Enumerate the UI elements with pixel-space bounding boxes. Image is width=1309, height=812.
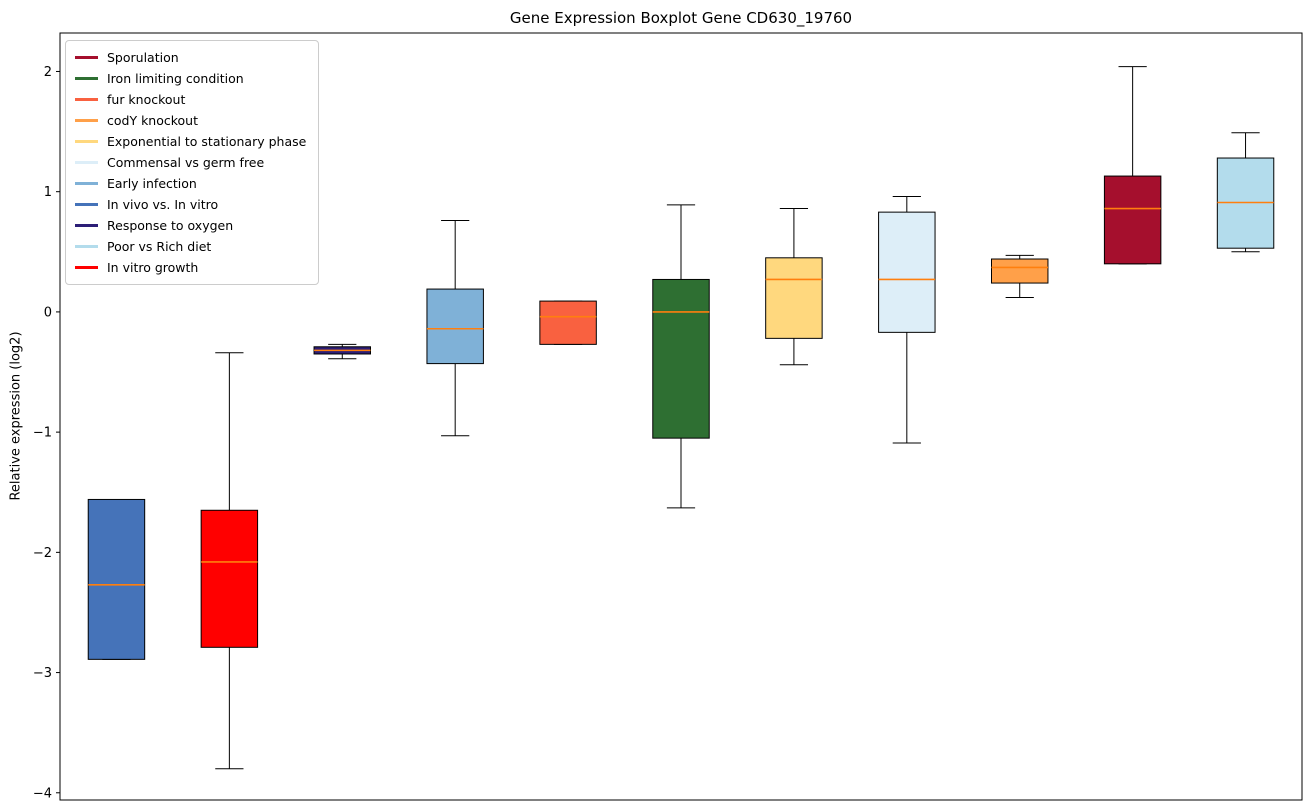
legend-item-in-vivo-vs-in-vitro: In vivo vs. In vitro (75, 194, 306, 215)
legend-label: Commensal vs germ free (107, 155, 265, 170)
legend-swatch (75, 203, 98, 206)
legend-item-iron-limiting-condition: Iron limiting condition (75, 68, 306, 89)
legend-item-commensal-vs-germ-free: Commensal vs germ free (75, 152, 306, 173)
box (1103, 175, 1162, 265)
boxplot-in-vivo-vs-in-vitro (87, 498, 146, 660)
boxplot-iron-limiting-condition (652, 204, 710, 509)
legend-item-poor-vs-rich-diet: Poor vs Rich diet (75, 236, 306, 257)
legend-label: fur knockout (107, 92, 186, 107)
legend-label: Response to oxygen (107, 218, 234, 233)
legend-item-cody-knockout: codY knockout (75, 110, 306, 131)
boxplot-fur-knockout (539, 300, 597, 345)
y-tick-label: 0 (44, 305, 52, 320)
legend-label: In vitro growth (107, 260, 199, 275)
box (539, 300, 597, 345)
legend-swatch (75, 140, 98, 143)
legend-item-fur-knockout: fur knockout (75, 89, 306, 110)
box (87, 498, 146, 660)
legend-item-sporulation: Sporulation (75, 47, 306, 68)
legend-swatch (75, 119, 98, 122)
legend-swatch (75, 245, 98, 248)
box (991, 258, 1049, 284)
y-tick-label: −4 (33, 786, 52, 801)
y-tick-label: 1 (44, 185, 52, 200)
box (878, 211, 936, 333)
legend: Sporulation Iron limiting condition fur kn… (65, 40, 320, 285)
legend-label: In vivo vs. In vitro (107, 197, 219, 212)
legend-swatch (75, 224, 98, 227)
boxplot-in-vitro-growth (200, 352, 259, 770)
legend-swatch (75, 266, 98, 269)
legend-label: Early infection (107, 176, 197, 191)
legend-swatch (75, 56, 98, 59)
boxplot-response-to-oxygen (313, 343, 371, 360)
legend-label: Iron limiting condition (107, 71, 244, 86)
boxplot-commensal-vs-germ-free (878, 195, 936, 444)
box (426, 288, 484, 365)
boxplot-exponential-to-stationary-phase (765, 208, 823, 366)
y-tick-label: −2 (33, 546, 52, 561)
legend-label: Exponential to stationary phase (107, 134, 307, 149)
boxplot-cody-knockout (991, 254, 1049, 298)
axes-frame (59, 32, 1303, 801)
boxplot-sporulation (1103, 66, 1162, 265)
box (200, 509, 259, 648)
legend-label: Sporulation (107, 50, 179, 65)
legend-label: codY knockout (107, 113, 199, 128)
y-tick-label: −1 (33, 426, 52, 441)
legend-item-response-to-oxygen: Response to oxygen (75, 215, 306, 236)
box (652, 278, 710, 439)
legend-label: Poor vs Rich diet (107, 239, 212, 254)
chart-title: Gene Expression Boxplot Gene CD630_19760 (509, 9, 853, 27)
boxplot-poor-vs-rich-diet (1216, 132, 1275, 253)
legend-item-exponential-to-stationary-phase: Exponential to stationary phase (75, 131, 306, 152)
y-tick-label: −3 (33, 666, 52, 681)
y-tick-label: 2 (44, 65, 52, 80)
legend-swatch (75, 161, 98, 164)
legend-item-early-infection: Early infection (75, 173, 306, 194)
legend-swatch (75, 98, 98, 101)
legend-swatch (75, 182, 98, 185)
legend-swatch (75, 77, 98, 80)
boxplot-early-infection (426, 220, 484, 437)
box (765, 257, 823, 339)
legend-item-in-vitro-growth: In vitro growth (75, 257, 306, 278)
